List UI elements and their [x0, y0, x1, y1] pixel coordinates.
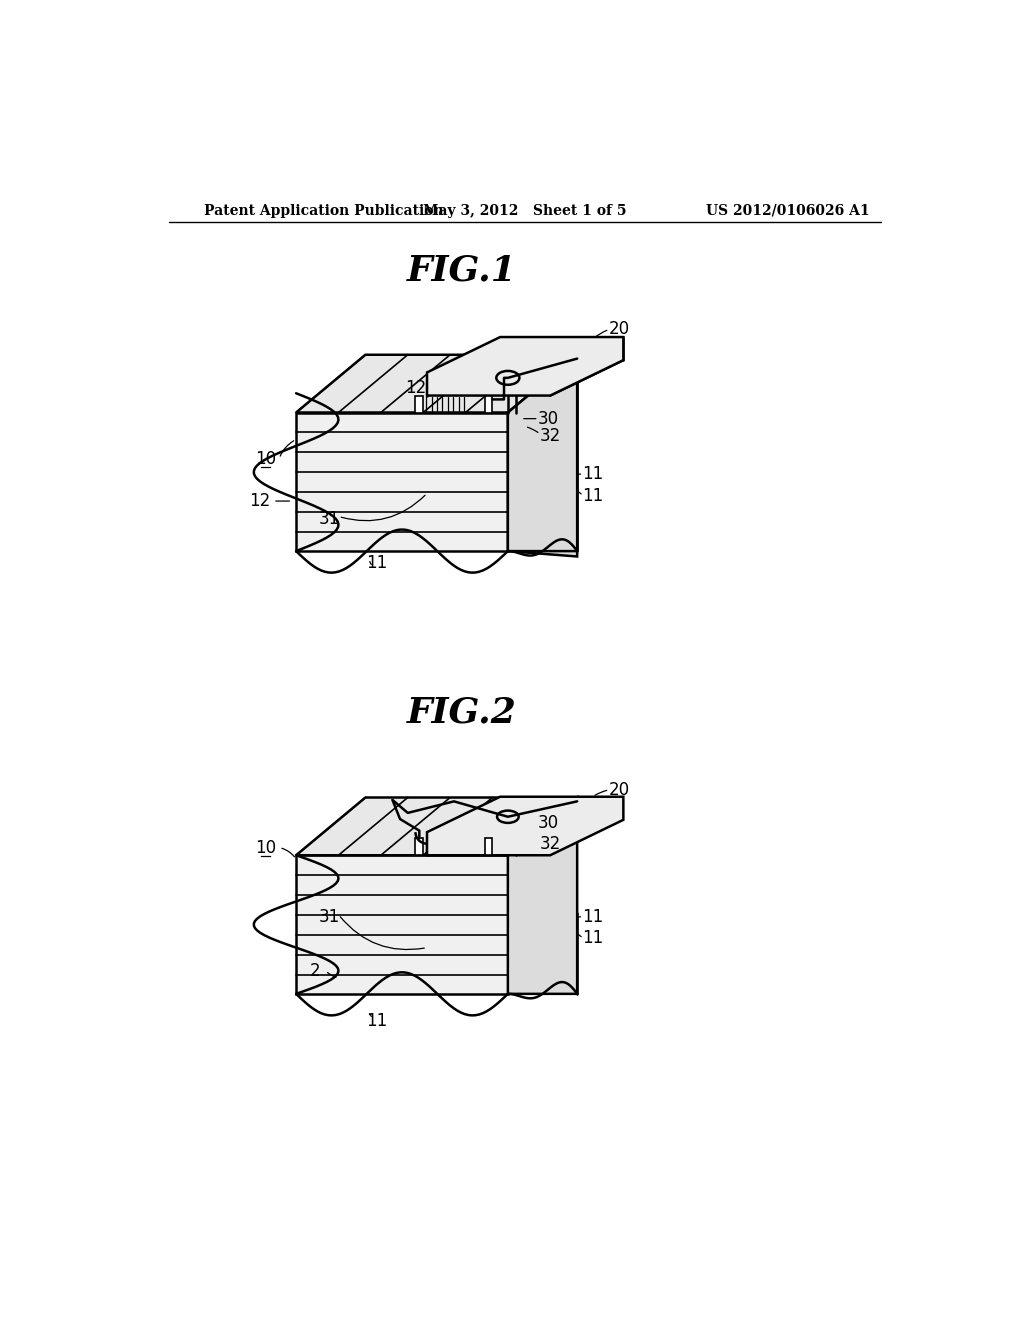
Polygon shape [427, 797, 624, 855]
Text: 11: 11 [367, 1012, 388, 1030]
Text: 30: 30 [538, 814, 559, 832]
Text: FIG.2: FIG.2 [407, 696, 516, 730]
Polygon shape [427, 337, 624, 396]
Text: 11: 11 [582, 908, 603, 925]
Polygon shape [296, 797, 578, 855]
Text: 10: 10 [255, 450, 275, 467]
Polygon shape [296, 855, 508, 994]
Polygon shape [416, 838, 423, 855]
Text: 11: 11 [367, 553, 388, 572]
Text: May 3, 2012   Sheet 1 of 5: May 3, 2012 Sheet 1 of 5 [423, 203, 627, 218]
Polygon shape [296, 355, 578, 412]
Polygon shape [484, 838, 493, 855]
Text: 32: 32 [540, 834, 561, 853]
Text: 20: 20 [609, 321, 630, 338]
Polygon shape [508, 797, 578, 994]
Text: 11: 11 [582, 929, 603, 948]
Text: 2: 2 [310, 962, 321, 979]
Polygon shape [508, 355, 578, 552]
Text: 10: 10 [255, 838, 275, 857]
Text: 12: 12 [404, 379, 426, 397]
Text: 31: 31 [318, 510, 340, 528]
Text: FIG.1: FIG.1 [407, 253, 516, 286]
Polygon shape [296, 412, 508, 552]
Text: 20: 20 [609, 781, 630, 799]
Polygon shape [416, 396, 423, 412]
Text: 32: 32 [540, 426, 561, 445]
Text: 31: 31 [318, 908, 340, 925]
Polygon shape [484, 396, 493, 412]
Text: 11: 11 [582, 465, 603, 483]
Text: 12: 12 [249, 492, 270, 510]
Text: 11: 11 [582, 487, 603, 504]
Text: US 2012/0106026 A1: US 2012/0106026 A1 [707, 203, 869, 218]
Polygon shape [508, 355, 578, 557]
Text: Patent Application Publication: Patent Application Publication [204, 203, 443, 218]
Text: 30: 30 [538, 409, 559, 428]
